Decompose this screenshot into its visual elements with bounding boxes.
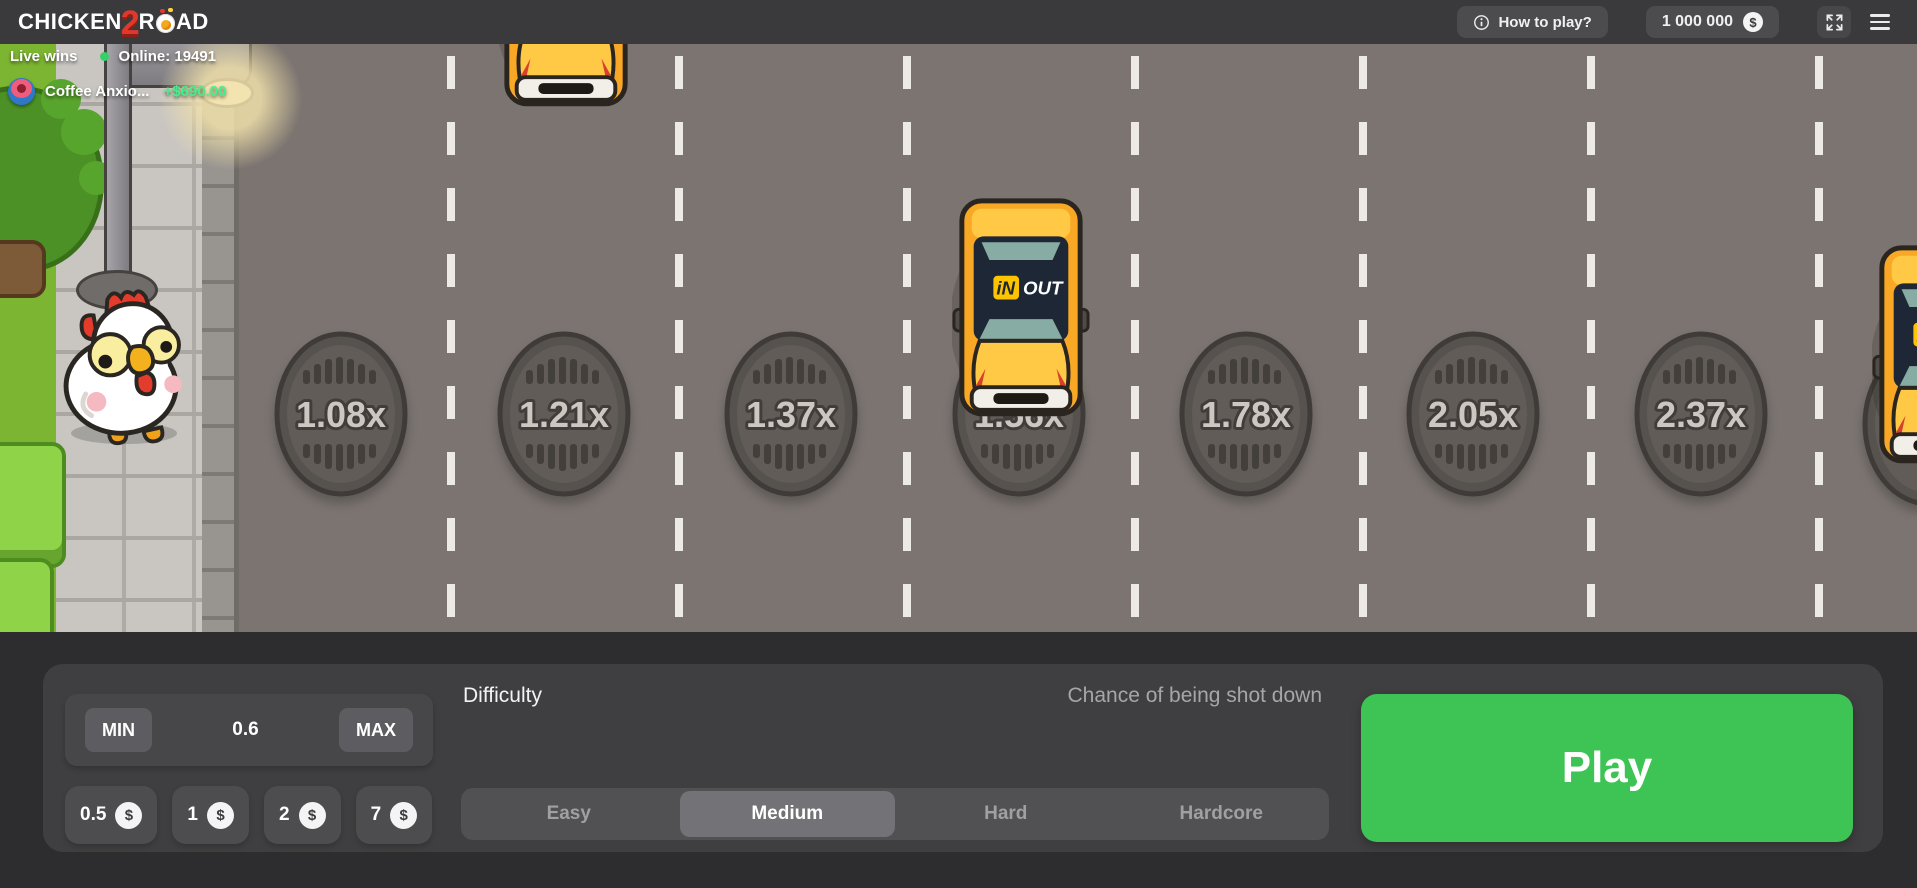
- quick-bet-label: 2: [279, 804, 290, 825]
- info-icon: [1474, 14, 1490, 30]
- live-wins-bar: Live wins Online: 19491: [0, 48, 216, 65]
- winner-name: Coffee Anxio...: [45, 83, 150, 100]
- manhole-multiplier: 1.08x: [274, 331, 408, 497]
- min-bet-button[interactable]: MIN: [85, 708, 152, 752]
- how-to-play-button[interactable]: How to play?: [1457, 6, 1608, 38]
- multiplier-label: 1.37x: [746, 394, 836, 435]
- tab-easy[interactable]: Easy: [546, 803, 591, 824]
- manhole-multiplier: 2.05x: [1406, 331, 1540, 497]
- hamburger-icon: [1870, 14, 1890, 30]
- quick-bet-row: 0.5 $ 1 $ 2 $ 7 $: [65, 786, 433, 844]
- manhole-multiplier: 1.78x: [1179, 331, 1313, 497]
- tab-hard[interactable]: Hard: [984, 803, 1028, 824]
- tab-hardcore[interactable]: Hardcore: [1179, 803, 1263, 824]
- logo-road-r: R: [138, 9, 156, 34]
- dollar-coin-icon: $: [207, 801, 234, 829]
- bet-amount-box: MIN 0.6 MAX: [65, 694, 433, 766]
- lane-divider: [903, 44, 911, 632]
- multiplier-label: 1.08x: [296, 394, 386, 435]
- logo-two-text: 2: [120, 4, 140, 42]
- lamp-glow: [158, 44, 303, 171]
- taxi-car-top: iN OUT: [499, 44, 628, 107]
- chicken-mascot: [63, 289, 182, 446]
- difficulty-label: Difficulty: [463, 684, 542, 707]
- lane-divider: [447, 44, 455, 632]
- quick-bet-button-1[interactable]: 1 $: [172, 786, 249, 844]
- quick-bet-button-0.5[interactable]: 0.5 $: [65, 786, 158, 844]
- dollar-coin-icon: $: [298, 801, 326, 829]
- taxi-car-right: iN OUT: [1872, 245, 1917, 464]
- car-brand-in: iN: [996, 278, 1015, 299]
- top-bar: CHICKEN 2 R AD How to play? 1 000 000 $: [0, 0, 1917, 44]
- taxi-car-center: iN OUT: [952, 198, 1090, 417]
- bet-amount-value[interactable]: 0.6: [232, 719, 259, 740]
- quick-bet-label: 1: [187, 804, 198, 825]
- multiplier-label: 2.37x: [1656, 394, 1746, 435]
- manhole-multiplier: 1.37x: [724, 331, 858, 497]
- online-count: Online: 19491: [118, 48, 217, 65]
- multiplier-label: 2.05x: [1428, 394, 1518, 435]
- lamp-post-icon: [104, 44, 132, 299]
- logo-chicken-text: CHICKEN: [18, 9, 122, 34]
- lane-divider: [675, 44, 683, 632]
- balance-display[interactable]: 1 000 000 $: [1645, 6, 1779, 38]
- quick-bet-button-2[interactable]: 2 $: [264, 786, 341, 844]
- multiplier-label: 1.21x: [519, 394, 609, 435]
- winner-amount: +$690.00: [163, 83, 227, 100]
- game-logo: CHICKEN 2 R AD: [18, 4, 209, 42]
- menu-button[interactable]: [1863, 6, 1897, 38]
- live-wins-label[interactable]: Live wins: [10, 48, 78, 65]
- manhole-multiplier: 2.37x: [1634, 331, 1768, 497]
- manhole-multiplier: 1.21x: [497, 331, 631, 497]
- max-bet-button[interactable]: MAX: [339, 708, 413, 752]
- live-win-entry: Coffee Anxio... +$690.00: [8, 78, 226, 105]
- fried-egg-icon: [156, 9, 176, 33]
- hedge-icon: [0, 558, 54, 632]
- balance-amount: 1 000 000: [1661, 13, 1733, 30]
- quick-bet-label: 0.5: [80, 804, 107, 825]
- bottom-section: MIN 0.6 MAX 0.5 $ 1 $ 2 $ 7: [0, 632, 1917, 888]
- dollar-coin-icon: $: [1743, 12, 1763, 32]
- logo-road-ad: AD: [176, 9, 209, 34]
- dollar-coin-icon: $: [390, 801, 418, 829]
- online-dot-icon: [99, 52, 109, 61]
- difficulty-tabs: Easy Medium Hard Hardcore: [461, 788, 1329, 840]
- how-to-play-label: How to play?: [1498, 13, 1592, 31]
- fullscreen-icon: [1826, 14, 1842, 30]
- tree-trunk: [0, 240, 46, 298]
- play-button[interactable]: Play: [1361, 694, 1853, 842]
- tab-medium[interactable]: Medium: [679, 791, 895, 837]
- hedge-icon: [0, 442, 66, 568]
- fullscreen-button[interactable]: [1817, 6, 1851, 38]
- lane-divider: [1815, 44, 1823, 632]
- dollar-coin-icon: $: [115, 801, 143, 829]
- quick-bet-button-7[interactable]: 7 $: [355, 786, 433, 844]
- lane-divider: [1587, 44, 1595, 632]
- chance-label: Chance of being shot down: [1067, 684, 1322, 707]
- control-panel: MIN 0.6 MAX 0.5 $ 1 $ 2 $ 7: [43, 664, 1883, 852]
- avatar: [8, 78, 35, 105]
- quick-bet-label: 7: [370, 804, 382, 825]
- lane-divider: [1131, 44, 1139, 632]
- car-brand-out: OUT: [1023, 278, 1064, 299]
- game-scene: 1.08x 1.21x 1.37x 1.56x 1.78x 2.05x: [0, 44, 1917, 632]
- multiplier-label: 1.78x: [1201, 394, 1291, 435]
- lane-divider: [1359, 44, 1367, 632]
